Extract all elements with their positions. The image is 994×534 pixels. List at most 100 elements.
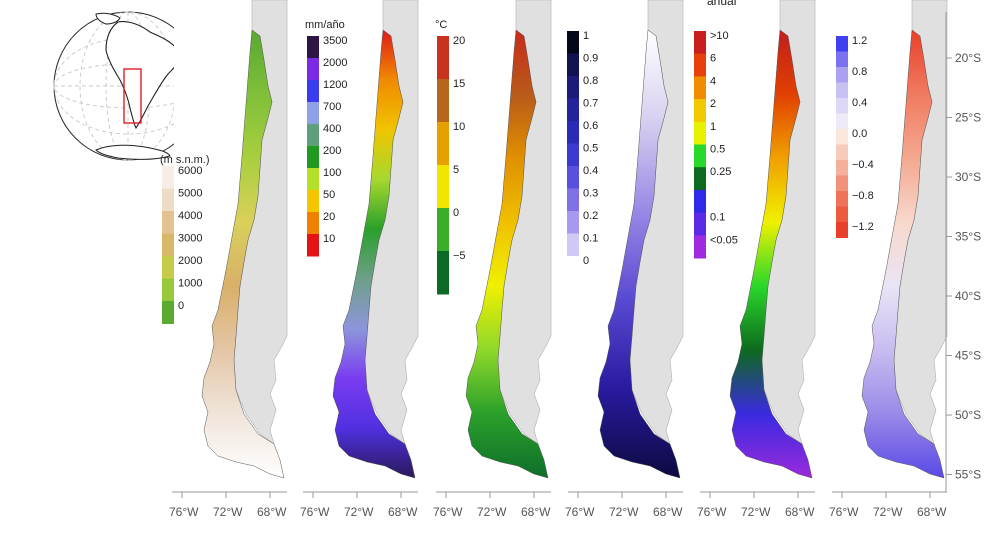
x-tick-label: 76°W bbox=[169, 505, 199, 519]
chile-fill-ratio bbox=[729, 29, 813, 479]
legend-swatch bbox=[307, 146, 319, 169]
legend-swatch bbox=[307, 124, 319, 147]
x-tick-label: 76°W bbox=[697, 505, 727, 519]
legend-label: 2000 bbox=[178, 255, 202, 267]
x-tick-label: 76°W bbox=[829, 505, 859, 519]
legend-label: 100 bbox=[323, 167, 341, 179]
legend-swatch bbox=[162, 301, 174, 324]
legend-label: 200 bbox=[323, 145, 341, 157]
legend-swatch bbox=[307, 234, 319, 257]
legend-label: 20 bbox=[453, 35, 465, 47]
legend-swatch bbox=[836, 82, 848, 99]
legend-label: 50 bbox=[323, 189, 335, 201]
legend-label: 3500 bbox=[323, 35, 347, 47]
x-tick-label: 68°W bbox=[388, 505, 418, 519]
legend-label: 0.5 bbox=[710, 144, 725, 156]
legend-swatch bbox=[162, 211, 174, 234]
legend-label: 0.3 bbox=[583, 188, 598, 200]
x-tick-label: 68°W bbox=[653, 505, 683, 519]
chile-region-box bbox=[123, 68, 142, 124]
chile-fill-temperature bbox=[465, 29, 549, 479]
x-tick-label: 72°W bbox=[609, 505, 639, 519]
legend-swatch bbox=[567, 188, 579, 212]
legend-label: 0.9 bbox=[583, 53, 598, 65]
y-tick-label: 40°S bbox=[955, 289, 981, 303]
legend-swatch bbox=[836, 206, 848, 223]
legend-swatch bbox=[836, 98, 848, 114]
x-tick-label: 76°W bbox=[565, 505, 595, 519]
legend-label: 15 bbox=[453, 78, 465, 90]
legend-elevation: 6000 5000 4000 3000 2000 1000 0 bbox=[162, 165, 202, 324]
legend-swatch bbox=[437, 79, 449, 123]
legend-swatch bbox=[437, 36, 449, 80]
legend-label: >10 bbox=[710, 30, 729, 42]
legend-swatch bbox=[694, 31, 706, 55]
legend-swatch bbox=[694, 212, 706, 236]
legend-swatch bbox=[836, 222, 848, 238]
legend-change: 1.2 0.8 0.4 0.0 −0.4 −0.8 −1.2 bbox=[836, 35, 874, 238]
map-panel-change: 76°W 72°W 68°W bbox=[829, 0, 948, 519]
legend-swatch bbox=[437, 208, 449, 252]
legend-swatch bbox=[836, 144, 848, 161]
legend-label: 1 bbox=[583, 30, 589, 42]
legend-label: 0.5 bbox=[583, 143, 598, 155]
x-tick-label: 72°W bbox=[213, 505, 243, 519]
legend-swatch bbox=[567, 143, 579, 167]
legend-label: 0 bbox=[178, 300, 184, 312]
x-tick-label: 68°W bbox=[257, 505, 287, 519]
map-panel-precipitation: 76°W 72°W 68°W bbox=[300, 0, 419, 519]
legend-label: −5 bbox=[453, 250, 466, 262]
x-tick-label: 68°W bbox=[521, 505, 551, 519]
legend-swatch bbox=[307, 80, 319, 103]
y-tick-label: 20°S bbox=[955, 51, 981, 65]
legend-label: 1200 bbox=[323, 79, 347, 91]
map-panel-elevation: 76°W 72°W 68°W bbox=[169, 0, 288, 519]
x-tick-label: 68°W bbox=[785, 505, 815, 519]
legend-swatch bbox=[567, 233, 579, 257]
legend-label: 0.1 bbox=[710, 212, 725, 224]
chile-fill-index bbox=[597, 29, 681, 479]
legend-swatch bbox=[162, 233, 174, 257]
legend-temperature: 20 15 10 5 0 −5 °C bbox=[435, 19, 466, 295]
legend-swatch bbox=[836, 160, 848, 176]
legend-swatch bbox=[567, 121, 579, 144]
y-tick-label: 55°S bbox=[955, 468, 981, 482]
legend-label: 0 bbox=[453, 207, 459, 219]
legend-label: −1.2 bbox=[852, 221, 874, 233]
legend-label: 0.6 bbox=[583, 120, 598, 132]
legend-swatch bbox=[694, 99, 706, 123]
legend-swatch bbox=[836, 36, 848, 52]
legend-label: 0.1 bbox=[583, 233, 598, 245]
legend-label: 4 bbox=[710, 75, 716, 87]
legend-label: 6 bbox=[710, 53, 716, 65]
legend-swatch bbox=[307, 102, 319, 125]
legend-swatch bbox=[836, 51, 848, 68]
y-tick-label: 50°S bbox=[955, 408, 981, 422]
legend-label: −0.4 bbox=[852, 159, 874, 171]
legend-label: 0.7 bbox=[583, 98, 598, 110]
legend-label: 10 bbox=[323, 233, 335, 245]
legend-label: 2 bbox=[710, 98, 716, 110]
legend-swatch bbox=[162, 188, 174, 212]
legend-swatch bbox=[307, 190, 319, 213]
legend-label: 0.8 bbox=[852, 66, 867, 78]
legend-label: 2000 bbox=[323, 57, 347, 69]
legend-label: 4000 bbox=[178, 210, 202, 222]
legend-swatch bbox=[567, 256, 579, 279]
legend-swatch bbox=[307, 58, 319, 81]
legend-swatch bbox=[162, 278, 174, 302]
legend-label: 20 bbox=[323, 211, 335, 223]
title-fragment: anual bbox=[707, 0, 736, 8]
legend-ratio: >10 6 4 2 1 0.5 0.25 0.1 <0.05 bbox=[694, 30, 738, 259]
legend-label: 1000 bbox=[178, 278, 202, 290]
x-tick-label: 68°W bbox=[917, 505, 947, 519]
legend-precipitation: 3500 2000 1200 700 400 200 100 50 20 10 mm/año bbox=[305, 19, 347, 257]
x-tick-label: 76°W bbox=[433, 505, 463, 519]
legend-swatch bbox=[567, 98, 579, 122]
y-tick-label: 30°S bbox=[955, 170, 981, 184]
chile-fill-precipitation bbox=[332, 29, 416, 479]
legend-label: 0.4 bbox=[852, 97, 867, 109]
legend-label: 3000 bbox=[178, 233, 202, 245]
legend-swatch bbox=[836, 129, 848, 145]
legend-label: 1 bbox=[710, 121, 716, 133]
